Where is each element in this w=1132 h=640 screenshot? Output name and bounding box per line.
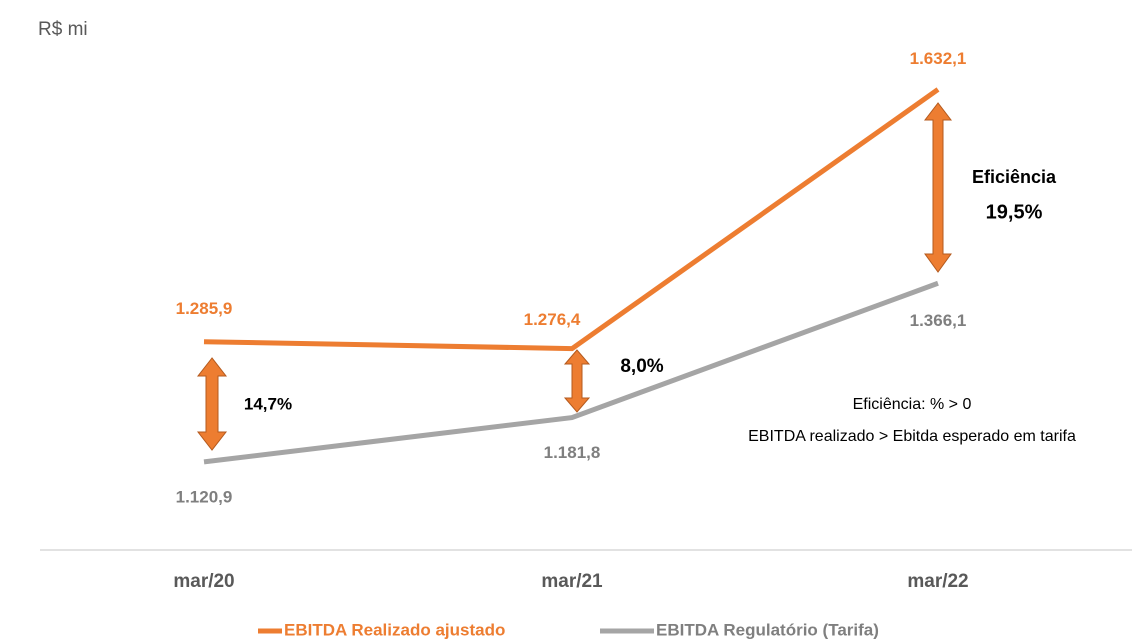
arrow [923, 102, 953, 273]
annotation: EBITDA realizado > Ebitda esperado em ta… [748, 428, 1076, 445]
arrow [563, 349, 591, 413]
data-label: 1.120,9 [176, 487, 233, 506]
annotation: 14,7% [244, 394, 292, 413]
legend-label: EBITDA Realizado ajustado [284, 620, 505, 639]
annotation: Eficiência: % > 0 [853, 396, 972, 413]
arrows [196, 102, 953, 451]
legend-label: EBITDA Regulatório (Tarifa) [656, 620, 879, 639]
chart-subtitle: R$ mi [38, 19, 88, 40]
x-tick-label: mar/22 [907, 571, 968, 592]
x-tick-label: mar/21 [541, 571, 603, 592]
series-line [203, 280, 939, 465]
series-line [203, 87, 940, 352]
arrow [196, 357, 228, 451]
annotation: 19,5% [986, 201, 1043, 223]
data-label: 1.181,8 [544, 443, 601, 462]
data-label: 1.366,1 [910, 311, 967, 330]
data-label: 1.632,1 [910, 49, 967, 68]
annotation: Eficiência [972, 167, 1057, 187]
data-label: 1.285,9 [176, 299, 233, 318]
annotation: 8,0% [620, 356, 663, 377]
data-label: 1.276,4 [524, 310, 581, 329]
x-tick-label: mar/20 [173, 571, 234, 592]
